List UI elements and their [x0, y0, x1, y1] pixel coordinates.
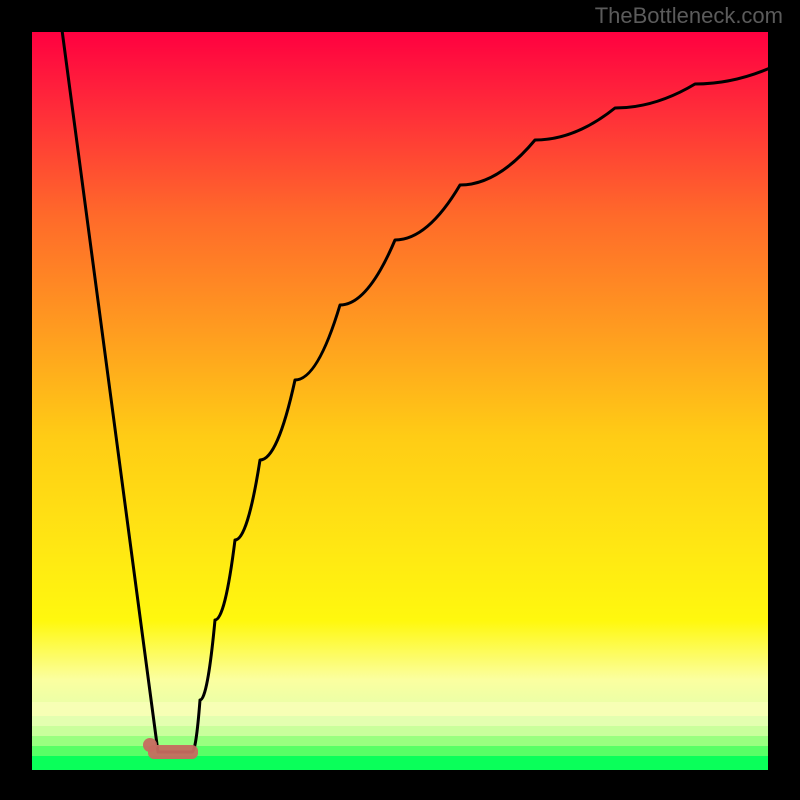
bottleneck-curve — [62, 30, 770, 752]
curve-layer — [0, 0, 800, 800]
chart-container: TheBottleneck.com — [0, 0, 800, 800]
watermark-text: TheBottleneck.com — [595, 3, 783, 29]
minimum-marker-bar — [148, 745, 198, 759]
